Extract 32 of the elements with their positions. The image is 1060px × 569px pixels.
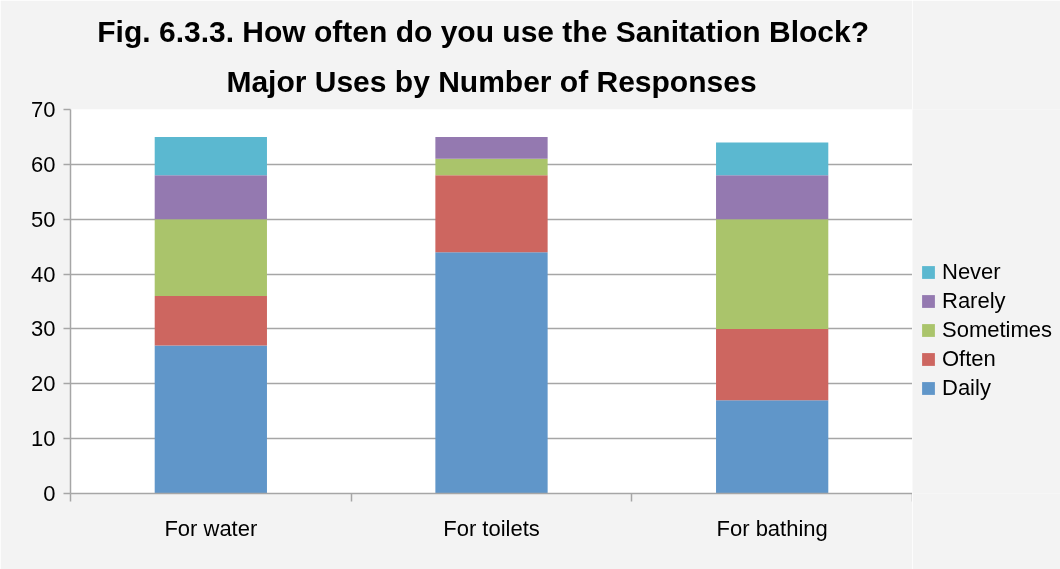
- bar: [435, 175, 548, 253]
- x-tick-label: For bathing: [716, 515, 828, 541]
- legend-label: Never: [942, 259, 1001, 285]
- bar: [154, 219, 267, 297]
- bar: [435, 158, 548, 176]
- bar: [435, 136, 548, 159]
- bar: [716, 400, 829, 494]
- bar: [154, 296, 267, 346]
- x-tick-label: For water: [164, 515, 258, 541]
- legend-label: Sometimes: [942, 317, 1053, 343]
- bar: [154, 136, 267, 176]
- legend-label: Rarely: [942, 288, 1006, 314]
- y-tick-label: 20: [31, 371, 56, 397]
- bar: [716, 328, 829, 401]
- y-tick-label: 30: [31, 316, 56, 342]
- y-tick-label: 70: [31, 97, 56, 122]
- chart-subtitle: Major Uses by Number of Responses: [226, 64, 757, 98]
- bar: [435, 252, 548, 494]
- bar: [154, 175, 267, 220]
- chart-title: Fig. 6.3.3. How often do you use the Sanitation Block?: [97, 14, 870, 48]
- legend-label: Daily: [942, 375, 991, 401]
- bar: [716, 175, 829, 220]
- x-tick-label: For toilets: [443, 515, 540, 541]
- bar: [716, 219, 829, 329]
- y-tick-label: 0: [43, 481, 56, 506]
- y-tick-label: 60: [31, 151, 56, 177]
- y-tick-label: 10: [31, 426, 56, 452]
- bar: [154, 345, 267, 494]
- bar: [716, 142, 829, 176]
- y-tick-label: 50: [31, 206, 56, 232]
- y-tick-label: 40: [31, 261, 56, 287]
- legend-label: Often: [942, 346, 996, 372]
